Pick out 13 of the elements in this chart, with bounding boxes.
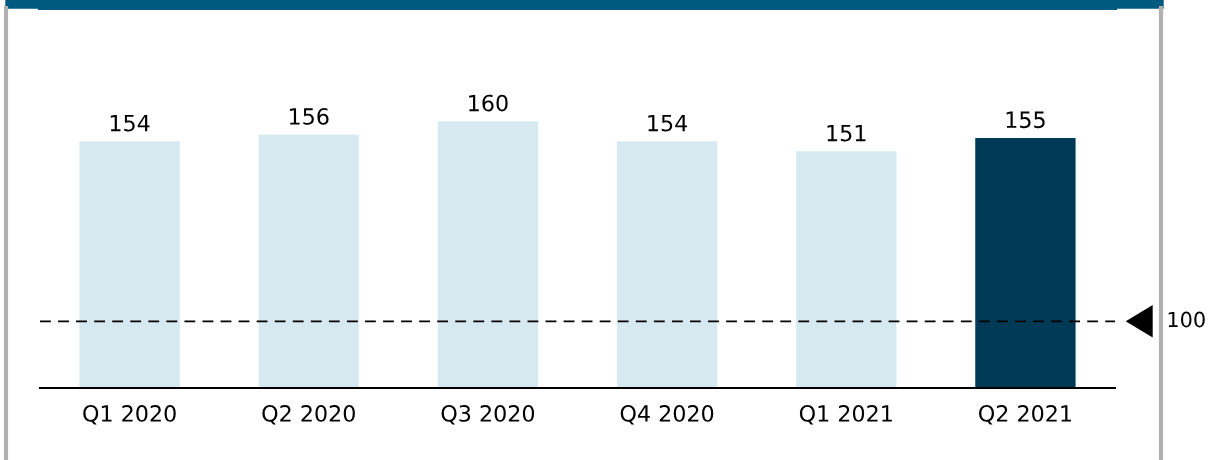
data-label: 155 (1006, 111, 1045, 129)
x-tick-label: Q2 2020 (262, 405, 355, 425)
data-label: 154 (110, 114, 150, 132)
x-tick-label: Q1 2021 (799, 405, 892, 425)
x-tick-label: Q4 2020 (620, 405, 714, 425)
x-tick-label: Q3 2020 (441, 405, 535, 425)
x-tick-label: Q2 2021 (979, 405, 1071, 425)
data-label: 156 (289, 108, 329, 125)
x-tick-label: Q1 2020 (83, 405, 176, 425)
data-label: 160 (469, 94, 508, 112)
ref-line-label: 100 (1168, 311, 1205, 328)
data-label: 154 (648, 114, 688, 132)
data-label: 151 (827, 124, 866, 142)
